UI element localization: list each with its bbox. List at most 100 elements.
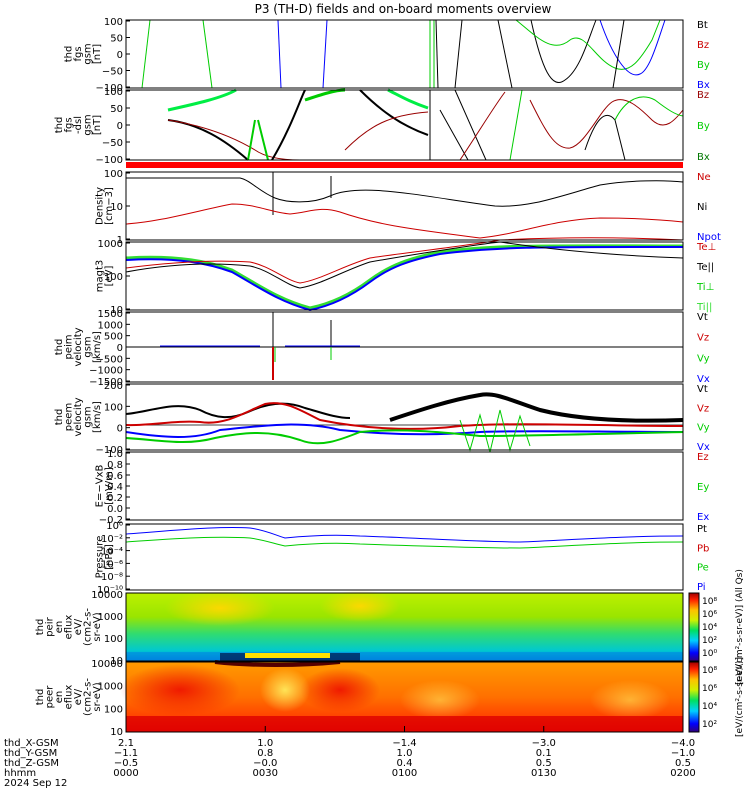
ytick-pressure: 10⁻⁴ bbox=[101, 547, 123, 558]
colorbar-tick: 10² bbox=[702, 636, 717, 646]
ylabel-peim: thdpeimvelocitygsm[km/s] bbox=[54, 327, 103, 366]
colorbar-tick: 10⁸ bbox=[702, 597, 717, 607]
plot-date: 2024 Sep 12 bbox=[4, 778, 67, 789]
legend-density: Ni bbox=[697, 202, 707, 213]
xtick-label: 2.1 bbox=[118, 738, 134, 749]
xaxis-row-label: thd_X-GSM bbox=[4, 738, 59, 749]
ytick-peer: 10000 bbox=[91, 659, 123, 670]
legend-efield: Ez bbox=[697, 452, 709, 463]
panel-frame bbox=[125, 592, 684, 662]
colorbar-tick: 10² bbox=[702, 720, 717, 730]
pressure-traces bbox=[125, 526, 684, 549]
legend-peem: Vx bbox=[697, 442, 710, 453]
ytick-peir: 1000 bbox=[98, 612, 123, 623]
xtick-label: 1.0 bbox=[397, 748, 413, 759]
legend-peim: Vx bbox=[697, 374, 710, 385]
ylabel-pressure: Pressure[nPa] bbox=[95, 536, 116, 579]
legend-pressure: Pe bbox=[697, 563, 709, 574]
legend-density: Npot bbox=[697, 232, 721, 243]
ytick-temperature: 1000 bbox=[98, 239, 123, 250]
ytick-pressure: 10⁰ bbox=[106, 521, 123, 532]
ytick-fgs-dsl: −50 bbox=[102, 138, 123, 149]
legend-pressure: Pb bbox=[697, 543, 709, 554]
ytick-fgs: 50 bbox=[110, 34, 123, 45]
panel-fgs-dsl: thdfgs-dslgsm[nT] 100 50 0 −50 −100 Bz By Bx bbox=[54, 87, 710, 166]
ytick-peem: 100 bbox=[104, 402, 123, 413]
ytick-peir: 10 bbox=[110, 656, 123, 667]
ytick-peir: 100 bbox=[104, 634, 123, 645]
colorbar-tick: 10⁴ bbox=[702, 702, 717, 712]
legend-fgs: Bz bbox=[697, 40, 709, 51]
legend-peim: Vy bbox=[697, 353, 710, 364]
panel-frame bbox=[125, 241, 684, 311]
legend-temperature: Te⊥ bbox=[696, 242, 716, 253]
xtick-label: 0000 bbox=[113, 768, 138, 779]
flag-band bbox=[126, 162, 683, 168]
legend-efield: Ex bbox=[697, 512, 709, 523]
fgs-dsl-traces bbox=[167, 88, 684, 161]
colorbar-peer bbox=[688, 661, 700, 733]
ylabel-peir: thdpeirenefluxeV/(cm2-s-sr-eV) bbox=[35, 608, 103, 646]
legend-peem: Vz bbox=[697, 403, 709, 414]
colorbar-tick: 10⁶ bbox=[702, 684, 717, 694]
ytick-efield: 0.2 bbox=[107, 493, 123, 504]
xtick-label: 0.4 bbox=[397, 758, 413, 769]
legend-fgs: Bt bbox=[697, 20, 708, 31]
ytick-efield: −0.2 bbox=[99, 515, 123, 526]
legend-temperature: Te|| bbox=[696, 262, 714, 273]
panel-frame bbox=[125, 171, 684, 241]
ytick-peim: 1000 bbox=[98, 320, 123, 331]
ytick-peer: 100 bbox=[104, 704, 123, 715]
xtick-label: −0.5 bbox=[114, 758, 138, 769]
panel-frame bbox=[125, 311, 684, 383]
ytick-density: 100 bbox=[104, 169, 123, 180]
ytick-peim: 1500 bbox=[98, 309, 123, 320]
panel-pressure: Pressure[nPa] 10⁰ 10⁻² 10⁻⁴10⁻⁶ 10⁻⁸ 10⁻¹⁰ Pt P… bbox=[95, 521, 710, 596]
ylabel-density: Density[cm−3] bbox=[95, 187, 116, 225]
plot-title: P3 (TH-D) fields and on-board moments ov… bbox=[255, 2, 552, 16]
ytick-fgs: 0 bbox=[117, 50, 123, 61]
panel-frame bbox=[125, 383, 684, 451]
ylabel-fgs-dsl: thdfgs-dslgsm[nT] bbox=[54, 114, 103, 135]
xtick-label: 1.0 bbox=[257, 738, 273, 749]
xaxis-row-label: thd_Z-GSM bbox=[4, 758, 59, 769]
xaxis-row-label: thd_Y-GSM bbox=[4, 748, 57, 759]
legend-peem: Vy bbox=[697, 423, 710, 434]
colorbar-tick: 10⁸ bbox=[702, 666, 717, 676]
xtick-label: −3.0 bbox=[532, 738, 556, 749]
ytick-efield: 0.6 bbox=[107, 471, 123, 482]
ytick-pressure: 10⁻¹⁰ bbox=[97, 585, 123, 596]
data-traces bbox=[120, 19, 684, 733]
ytick-peem: −100 bbox=[96, 445, 123, 456]
peim-traces bbox=[126, 312, 683, 380]
ytick-peir: 10000 bbox=[91, 590, 123, 601]
xtick-label: −1.1 bbox=[114, 748, 138, 759]
colorbar-tick: 10⁴ bbox=[702, 623, 717, 633]
xtick-label: −0.0 bbox=[253, 758, 277, 769]
temperature-traces bbox=[125, 237, 684, 312]
panel-peer: thdpeerenefluxeV/(cm2-s-sr-eV) 10000 1000 1… bbox=[35, 657, 745, 738]
peer-heatmap bbox=[120, 660, 683, 732]
ytick-peim: −1000 bbox=[89, 366, 123, 377]
ytick-pressure: 10⁻² bbox=[101, 534, 123, 545]
legend-peem: Vt bbox=[697, 384, 708, 395]
legend-fgs-dsl: Bx bbox=[697, 152, 710, 163]
ylabel-peem: thdpeemvelocitygsm[km/s] bbox=[54, 397, 103, 436]
xtick-label: 0.8 bbox=[257, 748, 273, 759]
density-traces bbox=[125, 172, 684, 239]
ytick-peer: 1000 bbox=[98, 682, 123, 693]
fgs-traces bbox=[141, 19, 666, 89]
legend-peim: Vt bbox=[697, 312, 708, 323]
ytick-temperature: 10 bbox=[110, 305, 123, 316]
xtick-label: 0.1 bbox=[536, 748, 552, 759]
ytick-fgs: −100 bbox=[96, 83, 123, 94]
ylabel-fgs: thdfgsgsm[nT] bbox=[64, 43, 104, 64]
panel-peir: thdpeirenefluxeV/(cm2-s-sr-eV) 10000 1000 1… bbox=[35, 569, 745, 685]
legend-pressure: Pi bbox=[697, 582, 706, 593]
colorbar-peir bbox=[688, 592, 700, 662]
ytick-peim: −1500 bbox=[89, 377, 123, 388]
ylabel-temperature: magt3[eV] bbox=[95, 260, 116, 293]
panel-frame bbox=[125, 89, 684, 161]
xtick-label: 0.5 bbox=[536, 758, 552, 769]
